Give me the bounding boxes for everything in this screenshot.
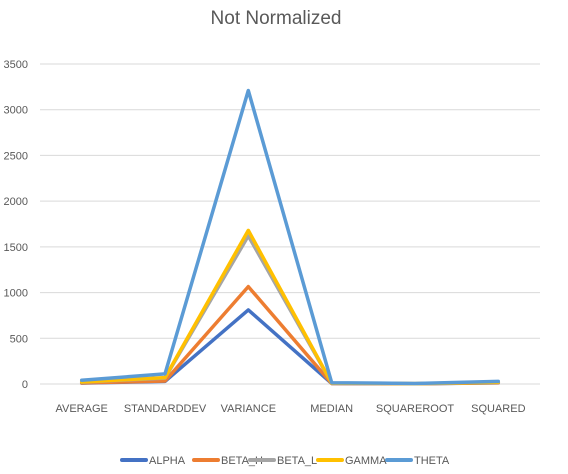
gridlines xyxy=(40,63,540,385)
legend-label: GAMMA xyxy=(345,455,387,467)
series-line-beta-h xyxy=(79,284,501,386)
series-line-alpha xyxy=(79,308,501,386)
x-tick-label: SQUARED xyxy=(471,403,525,415)
x-tick-label: MEDIAN xyxy=(310,403,353,415)
series-line-gamma xyxy=(79,228,501,386)
y-tick-label: 0 xyxy=(22,379,28,391)
x-axis-ticks: AVERAGE STANDARDDEV VARIANCE MEDIAN SQUARERO… xyxy=(55,403,525,415)
chart-title: Not Normalized xyxy=(211,8,342,29)
legend-label: THETA xyxy=(414,455,450,467)
series-line-theta xyxy=(79,88,501,386)
x-tick-label: SQUAREROOT xyxy=(376,403,455,415)
y-tick-label: 3000 xyxy=(4,105,28,117)
series-lines xyxy=(79,88,501,386)
legend-label: BETA_L xyxy=(277,455,317,467)
y-tick-label: 1000 xyxy=(4,288,28,300)
y-axis-ticks: 0 500 1000 1500 2000 2500 3000 3500 xyxy=(4,59,28,391)
x-tick-label: STANDARDDEV xyxy=(124,403,207,415)
x-tick-label: VARIANCE xyxy=(221,403,276,415)
legend-label: ALPHA xyxy=(149,455,186,467)
y-tick-label: 1500 xyxy=(4,242,28,254)
y-tick-label: 2000 xyxy=(4,196,28,208)
y-tick-label: 2500 xyxy=(4,150,28,162)
x-tick-label: AVERAGE xyxy=(55,403,107,415)
y-tick-label: 3500 xyxy=(4,59,28,71)
legend: ALPHA BETA_H BETA_L GAMMA THETA xyxy=(120,455,450,467)
y-tick-label: 500 xyxy=(10,333,28,345)
